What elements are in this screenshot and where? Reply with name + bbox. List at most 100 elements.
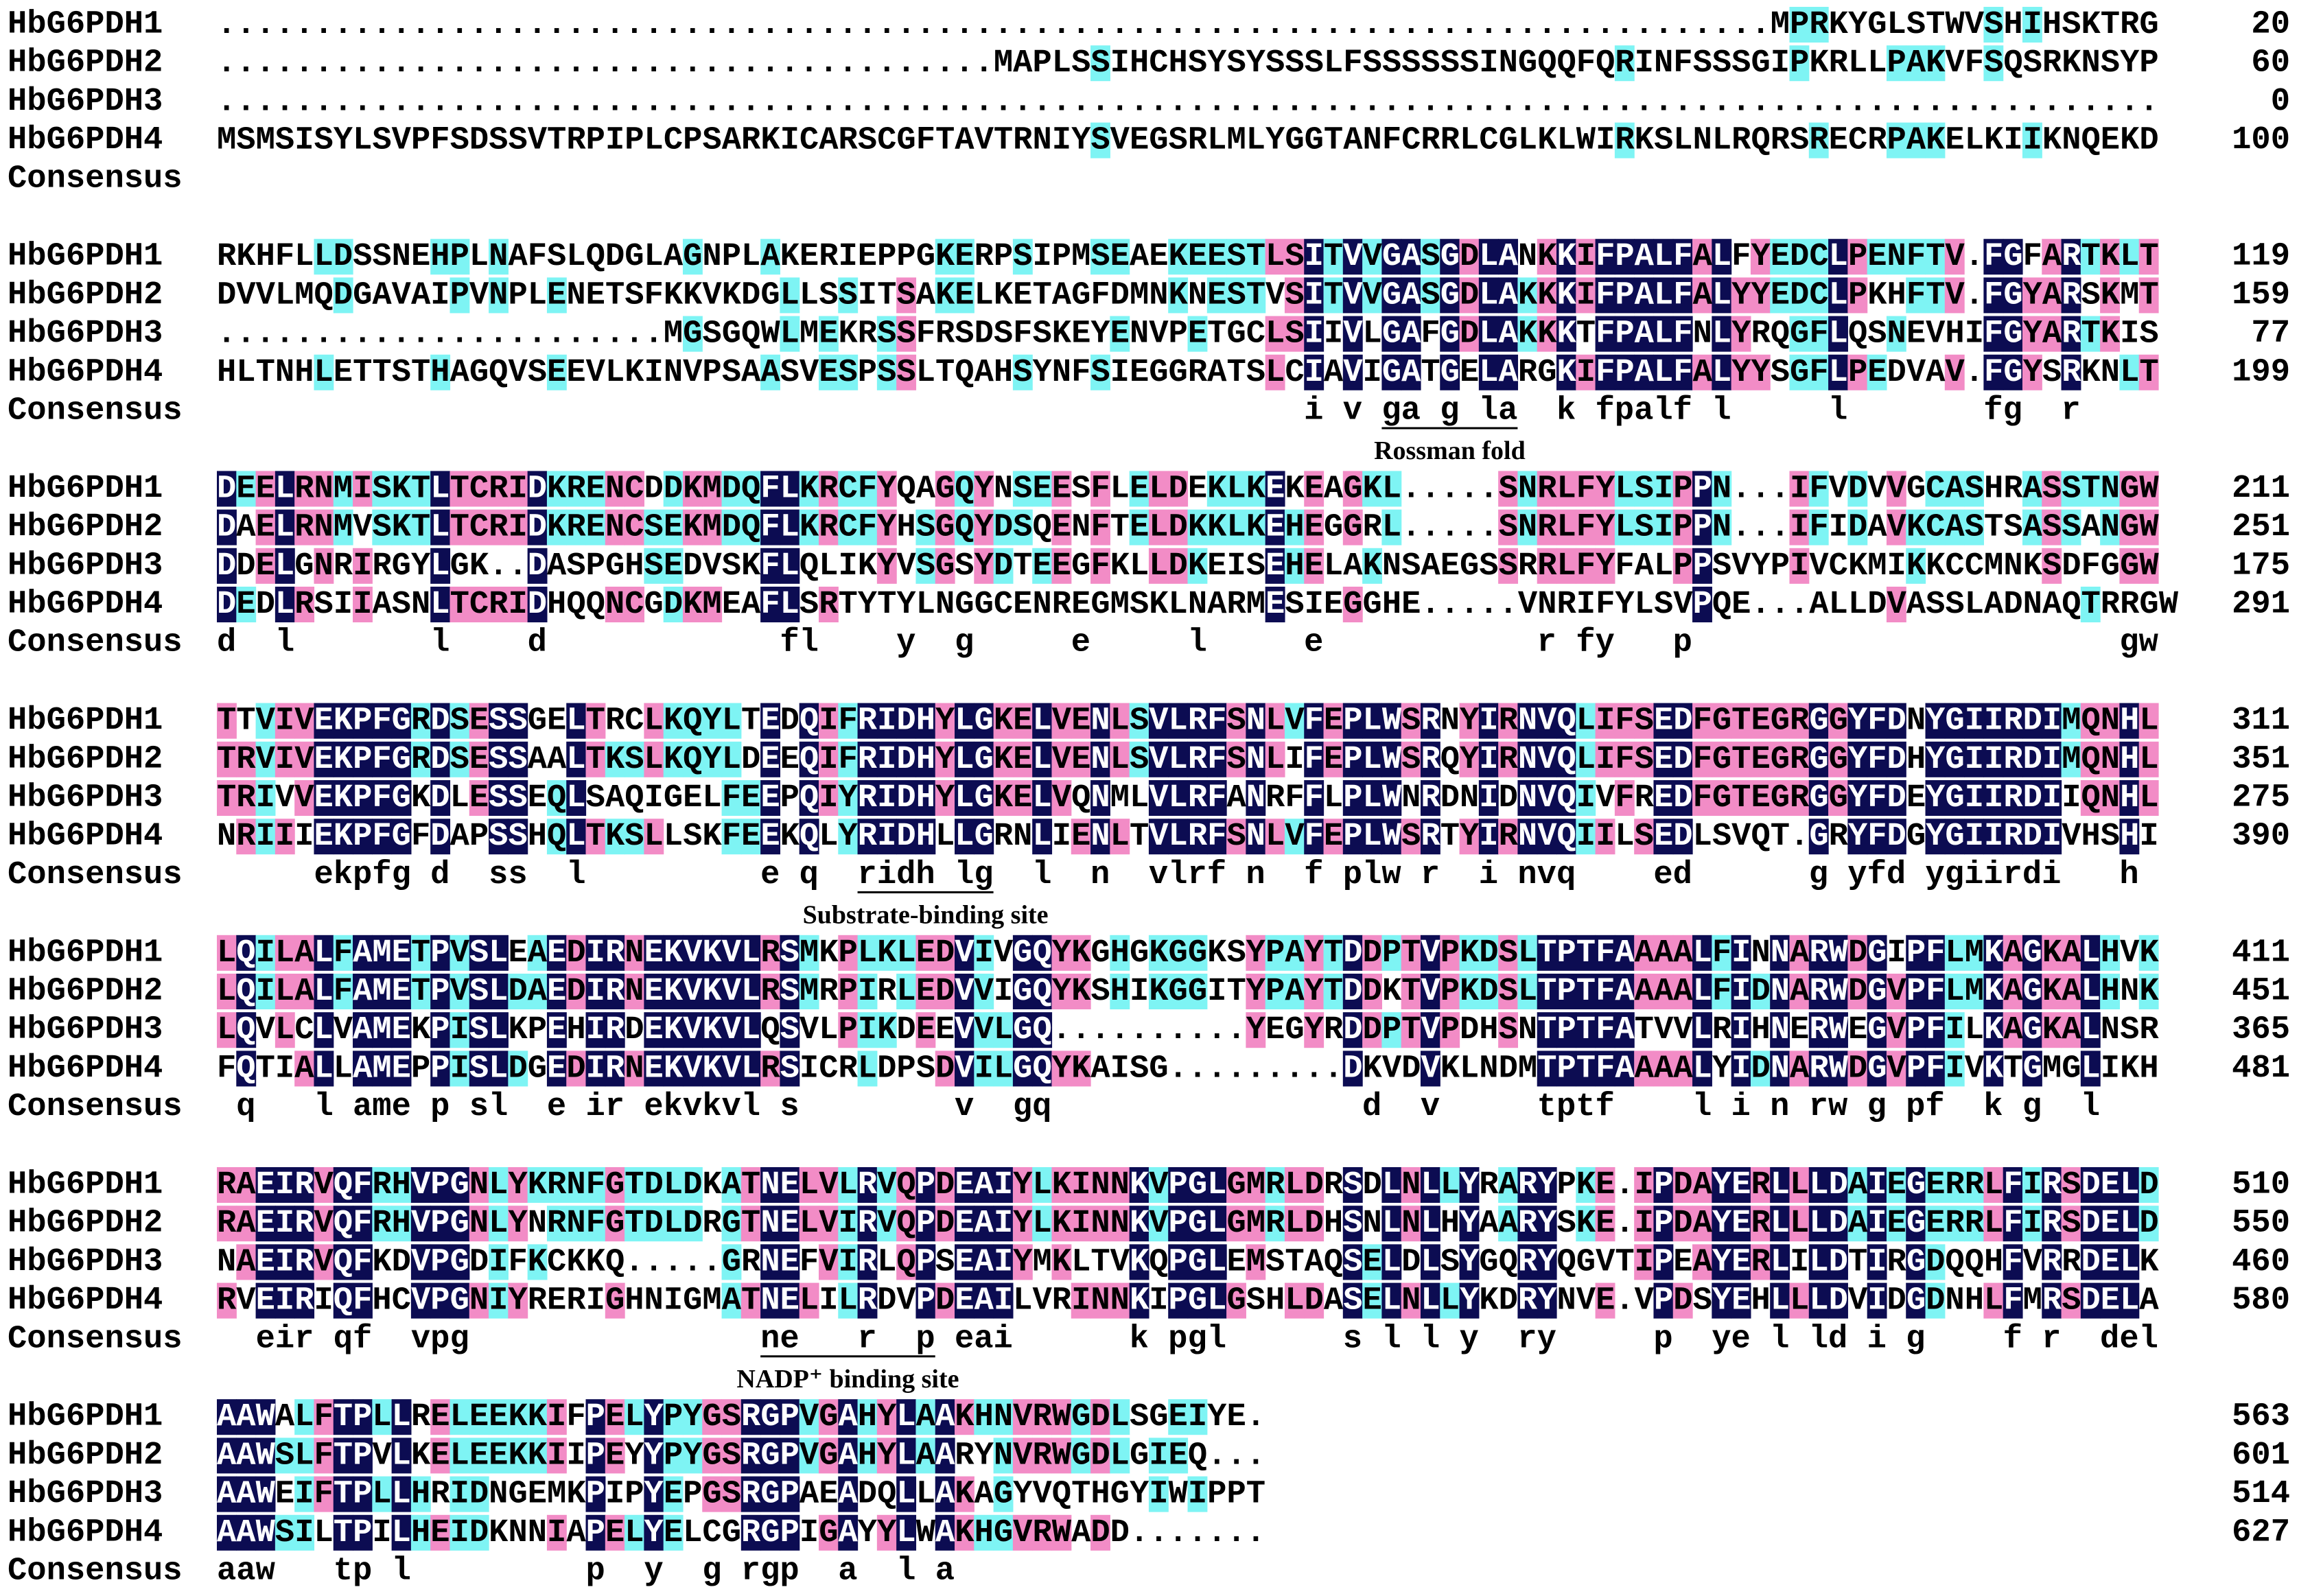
residue: V	[411, 1167, 431, 1204]
residue-highlight	[993, 509, 1014, 545]
residue: K	[508, 1012, 528, 1048]
residue: D	[2023, 741, 2042, 777]
residue: S	[1343, 1244, 1362, 1280]
residue-highlight	[838, 471, 859, 507]
residue: .	[2081, 84, 2101, 120]
residue: L	[1207, 122, 1226, 159]
residue: K	[1052, 316, 1072, 352]
residue: K	[877, 1012, 897, 1048]
residue: T	[2081, 316, 2101, 352]
sequence: DAELRNMVSKTLTCRIDKRENCSEKMDQFLKRCFYHSGQY…	[217, 509, 2159, 545]
residue: E	[664, 1514, 683, 1551]
residue-highlight	[2042, 277, 2062, 314]
residue: E	[780, 1167, 800, 1204]
residue: S	[1343, 1167, 1362, 1204]
residue: A	[547, 741, 567, 777]
residue-highlight	[1944, 509, 1965, 545]
residue: I	[1305, 277, 1324, 314]
residue: S	[683, 819, 702, 855]
position-number: 199	[2232, 354, 2290, 390]
residue: P	[586, 1476, 605, 1512]
sequence-name: HbG6PDH2	[8, 509, 163, 545]
residue: R	[236, 819, 256, 855]
residue-highlight	[1847, 354, 1868, 390]
residue: S	[780, 935, 800, 971]
residue: I	[547, 1399, 566, 1435]
residue: M	[2042, 1051, 2062, 1087]
residue-highlight	[275, 548, 295, 584]
residue: E	[1654, 780, 1673, 817]
residue: S	[896, 354, 915, 390]
residue-highlight	[430, 471, 451, 507]
residue: T	[1226, 354, 1246, 390]
residue: E	[780, 1244, 800, 1280]
residue: R	[1809, 974, 1829, 1010]
residue: C	[469, 471, 489, 507]
residue: K	[334, 819, 353, 855]
residue: I	[975, 935, 994, 971]
residue: N	[2081, 45, 2101, 82]
residue: .	[547, 45, 566, 82]
residue: L	[430, 587, 450, 623]
residue: N	[1401, 1282, 1421, 1319]
residue: E	[741, 780, 760, 817]
residue: L	[1169, 703, 1188, 739]
residue: N	[1440, 703, 1460, 739]
residue: L	[1071, 1244, 1090, 1280]
residue: .	[1965, 354, 1984, 390]
residue: R	[217, 1282, 237, 1319]
residue: Q	[1149, 1244, 1168, 1280]
residue: L	[1771, 1167, 1790, 1204]
residue: .	[1188, 1051, 1207, 1087]
residue: V	[1363, 239, 1383, 275]
residue: I	[256, 935, 275, 971]
residue: T	[1576, 316, 1596, 352]
residue: Q	[1071, 780, 1090, 817]
residue: G	[605, 1206, 625, 1242]
residue: V	[256, 277, 276, 314]
residue-highlight	[1304, 316, 1324, 352]
sequence: HLTNHLETTSTHAGQVSEEVLKINVPSAASVESPSSLTQA…	[217, 354, 2159, 390]
residue: I	[256, 974, 275, 1010]
residue: E	[1363, 1244, 1382, 1280]
residue: F	[1615, 780, 1634, 817]
residue-highlight	[1712, 239, 1732, 275]
residue: .	[1848, 84, 1867, 120]
residue: R	[1518, 354, 1538, 390]
residue: C	[1829, 548, 1848, 584]
residue-highlight	[1206, 239, 1227, 275]
residue-highlight	[1672, 509, 1693, 545]
residue: K	[1149, 974, 1169, 1010]
residue: I	[2120, 316, 2139, 352]
residue: I	[256, 780, 275, 817]
residue-highlight	[1187, 548, 1208, 584]
residue: D	[1848, 509, 1867, 545]
residue: R	[294, 587, 314, 623]
residue: G	[935, 509, 955, 545]
residue: E	[1906, 780, 1926, 817]
residue: .	[1693, 84, 1712, 120]
residue-highlight	[721, 509, 742, 545]
residue: P	[1382, 935, 1401, 971]
residue: L	[644, 239, 664, 275]
residue: G	[1809, 741, 1828, 777]
residue: E	[547, 1051, 566, 1087]
residue: .	[1401, 7, 1421, 43]
residue: I	[1149, 1282, 1168, 1319]
residue: Q	[955, 354, 974, 390]
residue-highlight	[1770, 239, 1790, 275]
residue: I	[489, 1244, 508, 1280]
residue: V	[877, 1167, 897, 1204]
residue: Q	[1032, 509, 1051, 545]
residue: .	[644, 7, 664, 43]
residue: Q	[334, 1282, 353, 1319]
residue: T	[1576, 974, 1596, 1010]
residue: P	[994, 239, 1013, 275]
residue: K	[1906, 509, 1926, 545]
residue: H	[392, 1167, 411, 1204]
residue: M	[2023, 1282, 2042, 1319]
residue: T	[353, 354, 372, 390]
residue: E	[1110, 316, 1130, 352]
residue: E	[722, 587, 741, 623]
residue: D	[1673, 1282, 1692, 1319]
